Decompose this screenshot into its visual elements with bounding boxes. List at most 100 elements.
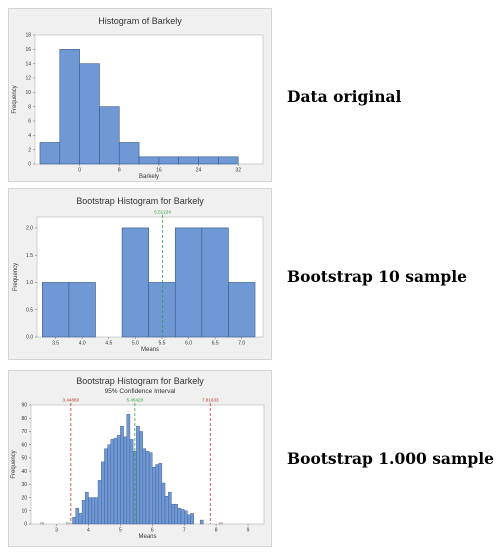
x-tick-label: 4.0 [79,341,86,347]
y-tick-label: 6 [28,119,31,125]
x-tick-label: 24 [196,168,202,174]
label-bootstrap-1000: Bootstrap 1.000 sample [287,449,494,468]
y-tick-label: 80 [21,416,27,422]
ci-upper-label: 7.81633 [202,398,219,403]
histogram-bar [101,461,105,525]
y-tick-label: 12 [25,76,31,82]
mean-label: 5.45420 [127,398,144,403]
y-tick-label: 2 [28,147,31,153]
histogram-bar [158,462,163,525]
y-tick-label: 60 [21,442,27,448]
y-tick-label: 40 [21,469,27,475]
histogram-bar [116,435,121,525]
y-tick-label: 4 [28,133,31,139]
histogram-bar [177,507,182,525]
x-tick-label: 3.5 [52,341,59,347]
y-tick-label: 10 [21,508,27,514]
histogram-bar [228,282,256,338]
x-tick-label: 5.5 [158,341,165,347]
histogram-bar [129,439,134,525]
histogram-bar [39,142,61,165]
histogram-bar [198,156,219,165]
y-tick-label: 50 [21,456,27,462]
histogram-bar [78,513,83,525]
histogram-bar [155,464,159,525]
histogram-bar [91,497,96,525]
x-tick-label: 7.0 [238,341,245,347]
x-tick-label: 0 [78,168,81,174]
histogram-bar [121,227,149,338]
histogram-bar [97,480,102,525]
histogram-bar [94,497,99,525]
histogram-bar [113,437,118,525]
x-tick-label: 6 [151,528,154,534]
histogram-bar [201,227,229,338]
histogram-bar [126,414,131,525]
histogram-bar [158,156,180,165]
histogram-bar [145,451,150,525]
chart-subtitle: 95% Confidence Interval [105,388,176,395]
y-tick-label: 1.5 [26,253,33,259]
y-axis-label: Frequency [11,450,17,478]
histogram-bar [148,452,153,525]
x-axis-label: Means [141,347,159,353]
label-data-original: Data original [287,87,402,106]
x-tick-label: 8 [215,528,218,534]
histogram-bar [99,106,120,165]
histogram-bar [199,519,204,525]
histogram-bar [171,503,175,525]
x-tick-label: 5 [119,528,122,534]
y-tick-label: 0.0 [26,335,33,341]
histogram-bar [85,492,89,525]
y-tick-label: 10 [25,90,31,96]
y-axis-label: Frequency [12,85,18,113]
histogram-bar [178,156,199,165]
histogram-bar [123,436,127,525]
x-tick-label: 3 [55,528,58,534]
histogram-bar [174,227,203,338]
histogram-bar [81,499,86,525]
histogram-bar [120,425,124,525]
histogram-bar [107,444,111,525]
histogram-bar [164,496,169,525]
histogram-bar [88,497,92,525]
x-axis-label: Means [138,534,156,540]
histogram-bar [142,448,147,525]
histogram-bar [148,282,176,338]
histogram-bar [152,466,156,525]
y-tick-label: 0 [28,162,31,168]
histogram-bar [72,517,76,525]
y-tick-label: 1.0 [26,280,33,286]
histogram-bar [118,142,140,165]
x-tick-label: 5.0 [132,341,139,347]
x-tick-label: 6.0 [185,341,192,347]
histogram-bar [168,492,172,525]
histogram-bar [139,431,143,525]
y-tick-label: 90 [21,403,27,409]
histogram-bar [184,510,188,525]
histogram-bar [219,522,223,525]
x-tick-label: 4.5 [105,341,112,347]
mean-label: 5.51224 [154,210,171,215]
y-tick-label: 20 [21,495,27,501]
bootstrap-1000-panel: Bootstrap Histogram for Barkely 95% Confi… [8,370,272,547]
histogram-bar [65,522,70,525]
ci-lower-label: 3.44880 [63,398,80,403]
histogram-bar [68,282,96,338]
x-tick-label: 8 [118,168,121,174]
chart-title: Bootstrap Histogram for Barkely [76,196,204,206]
bootstrap-10-panel: Bootstrap Histogram for Barkely 0.0 0.5 1.0… [8,188,272,360]
x-axis-label: Barkely [139,174,159,180]
x-tick-label: 7 [183,528,186,534]
y-axis-label: Frequency [13,263,19,291]
chart-title: Histogram of Barkely [98,16,182,26]
histogram-bar [174,503,179,525]
histogram-bar [75,507,80,525]
x-tick-label: 6.5 [212,341,219,347]
histogram-bar [110,439,115,525]
bootstrap-1000-chart: Bootstrap Histogram for Barkely 95% Confi… [11,376,265,540]
y-tick-label: 70 [21,429,27,435]
histogram-bar [218,156,239,165]
x-tick-label: 16 [156,168,162,174]
